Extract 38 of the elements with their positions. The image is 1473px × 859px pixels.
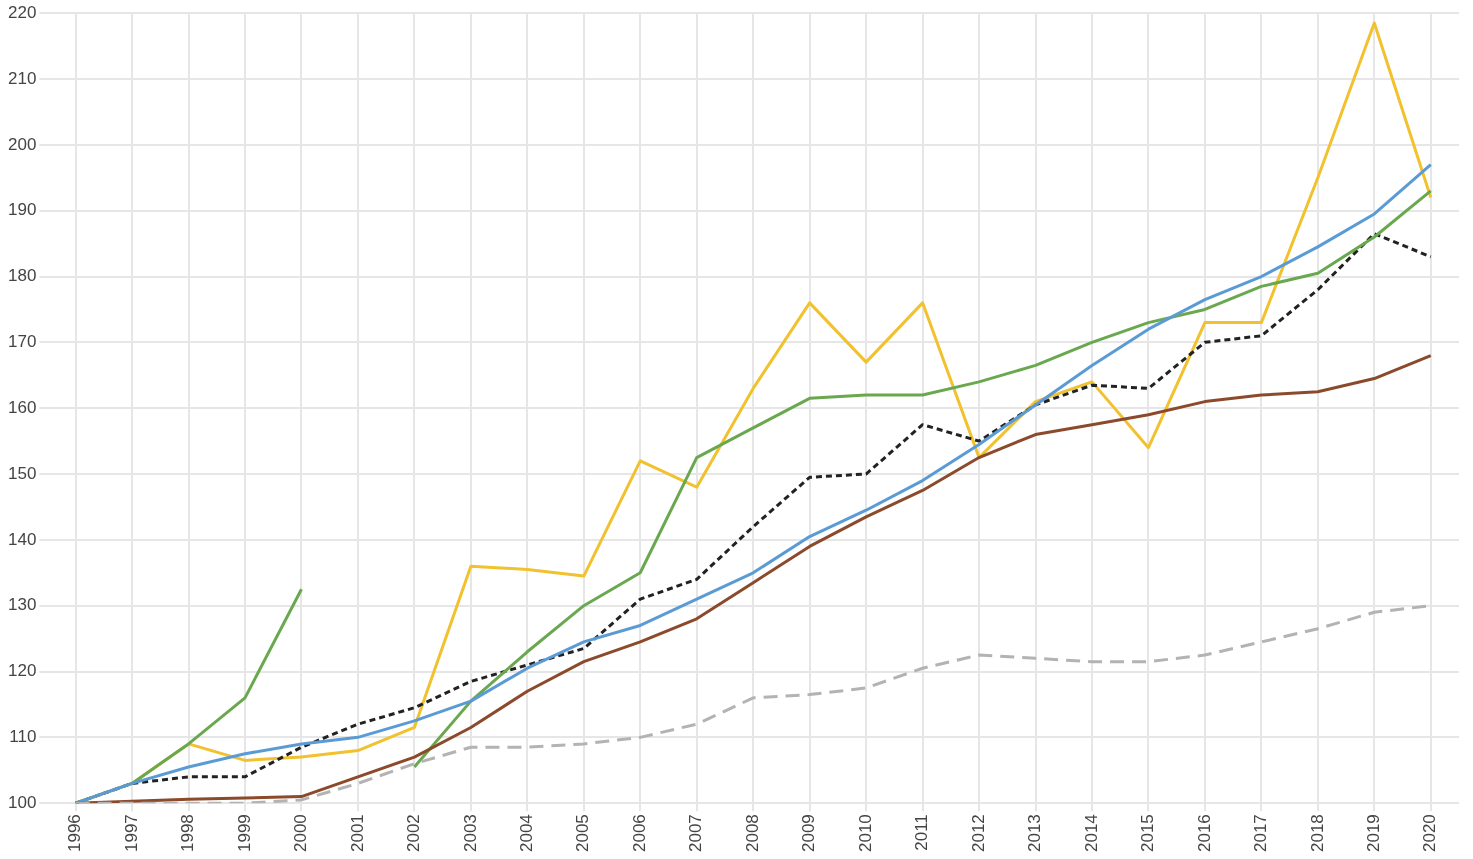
x-tick-label: 2006 xyxy=(629,814,649,853)
x-tick-label: 1996 xyxy=(65,814,85,853)
y-tick-label: 100 xyxy=(7,792,37,812)
x-tick-label: 2003 xyxy=(460,814,480,853)
x-tick-label: 2019 xyxy=(1363,814,1383,853)
x-tick-label: 2014 xyxy=(1081,814,1101,853)
y-tick-label: 170 xyxy=(7,332,37,352)
y-tick-label: 130 xyxy=(7,595,37,615)
x-tick-label: 2009 xyxy=(799,814,819,853)
x-tick-label: 2000 xyxy=(291,814,311,853)
x-tick-label: 1998 xyxy=(178,814,198,853)
x-tick-label: 2016 xyxy=(1194,814,1214,853)
x-tick-label: 2020 xyxy=(1420,814,1440,853)
x-tick-label: 2015 xyxy=(1138,814,1158,853)
y-tick-label: 220 xyxy=(7,2,37,22)
x-tick-label: 2013 xyxy=(1025,814,1045,853)
x-tick-label: 2012 xyxy=(968,814,988,853)
y-tick-label: 110 xyxy=(9,727,37,747)
y-tick-label: 180 xyxy=(7,266,37,286)
x-tick-label: 2017 xyxy=(1251,814,1271,853)
x-tick-label: 1999 xyxy=(234,814,254,853)
x-tick-label: 2010 xyxy=(855,814,875,853)
x-tick-label: 2005 xyxy=(573,814,593,853)
y-tick-label: 190 xyxy=(7,200,37,220)
x-tick-label: 1997 xyxy=(121,814,141,853)
x-tick-label: 2008 xyxy=(742,814,762,853)
x-tick-label: 2007 xyxy=(686,814,706,853)
x-tick-label: 2004 xyxy=(517,814,537,853)
x-tick-label: 2018 xyxy=(1307,814,1327,853)
y-tick-label: 120 xyxy=(7,661,37,681)
y-tick-label: 200 xyxy=(7,134,37,154)
x-tick-label: 2001 xyxy=(347,814,367,853)
x-tick-label: 2002 xyxy=(404,814,424,853)
y-tick-label: 140 xyxy=(7,529,37,549)
y-tick-label: 150 xyxy=(7,463,37,483)
y-tick-label: 160 xyxy=(7,397,37,417)
x-tick-label: 2011 xyxy=(912,814,932,851)
y-tick-label: 210 xyxy=(7,68,37,88)
